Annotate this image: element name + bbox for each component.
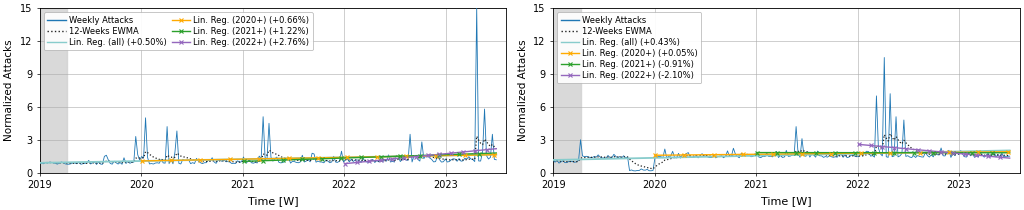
Y-axis label: Normalized Attacks: Normalized Attacks <box>517 40 527 141</box>
X-axis label: Time [W]: Time [W] <box>248 196 298 206</box>
Bar <box>553 8 581 173</box>
Y-axis label: Normalized Attacks: Normalized Attacks <box>4 40 14 141</box>
X-axis label: Time [W]: Time [W] <box>761 196 812 206</box>
Legend: Weekly Attacks, 12-Weeks EWMA, Lin. Reg. (all) (+0.43%), Lin. Reg. (2020+) (+0.0: Weekly Attacks, 12-Weeks EWMA, Lin. Reg.… <box>557 12 701 83</box>
Bar <box>40 8 68 173</box>
Legend: Weekly Attacks, 12-Weeks EWMA, Lin. Reg. (all) (+0.50%), Lin. Reg. (2020+) (+0.6: Weekly Attacks, 12-Weeks EWMA, Lin. Reg.… <box>44 12 312 50</box>
